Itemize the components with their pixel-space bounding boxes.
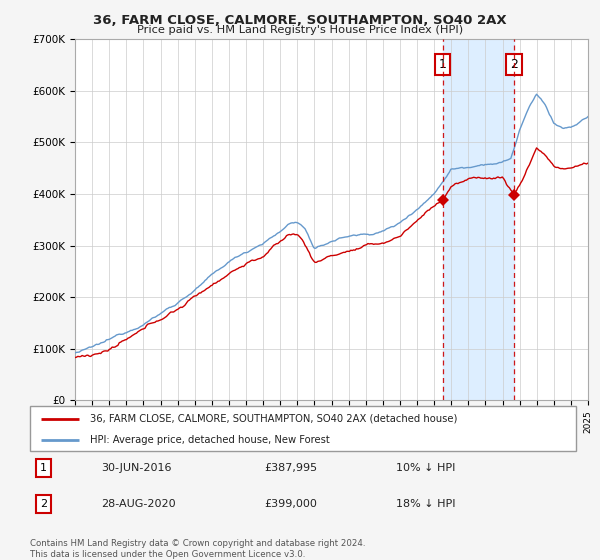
Text: 18% ↓ HPI: 18% ↓ HPI xyxy=(396,499,455,509)
Text: Contains HM Land Registry data © Crown copyright and database right 2024.
This d: Contains HM Land Registry data © Crown c… xyxy=(30,539,365,559)
Text: 2: 2 xyxy=(510,58,518,71)
Text: 30-JUN-2016: 30-JUN-2016 xyxy=(101,463,172,473)
FancyBboxPatch shape xyxy=(30,406,576,451)
Text: HPI: Average price, detached house, New Forest: HPI: Average price, detached house, New … xyxy=(90,435,330,445)
Text: 28-AUG-2020: 28-AUG-2020 xyxy=(101,499,176,509)
Text: 10% ↓ HPI: 10% ↓ HPI xyxy=(396,463,455,473)
Text: 36, FARM CLOSE, CALMORE, SOUTHAMPTON, SO40 2AX (detached house): 36, FARM CLOSE, CALMORE, SOUTHAMPTON, SO… xyxy=(90,413,457,423)
Text: £387,995: £387,995 xyxy=(265,463,318,473)
Text: 1: 1 xyxy=(40,463,47,473)
Bar xyxy=(443,39,514,400)
Text: Price paid vs. HM Land Registry's House Price Index (HPI): Price paid vs. HM Land Registry's House … xyxy=(137,25,463,35)
Text: 2: 2 xyxy=(40,499,47,509)
Text: £399,000: £399,000 xyxy=(265,499,317,509)
Text: 1: 1 xyxy=(439,58,446,71)
Text: 36, FARM CLOSE, CALMORE, SOUTHAMPTON, SO40 2AX: 36, FARM CLOSE, CALMORE, SOUTHAMPTON, SO… xyxy=(93,14,507,27)
